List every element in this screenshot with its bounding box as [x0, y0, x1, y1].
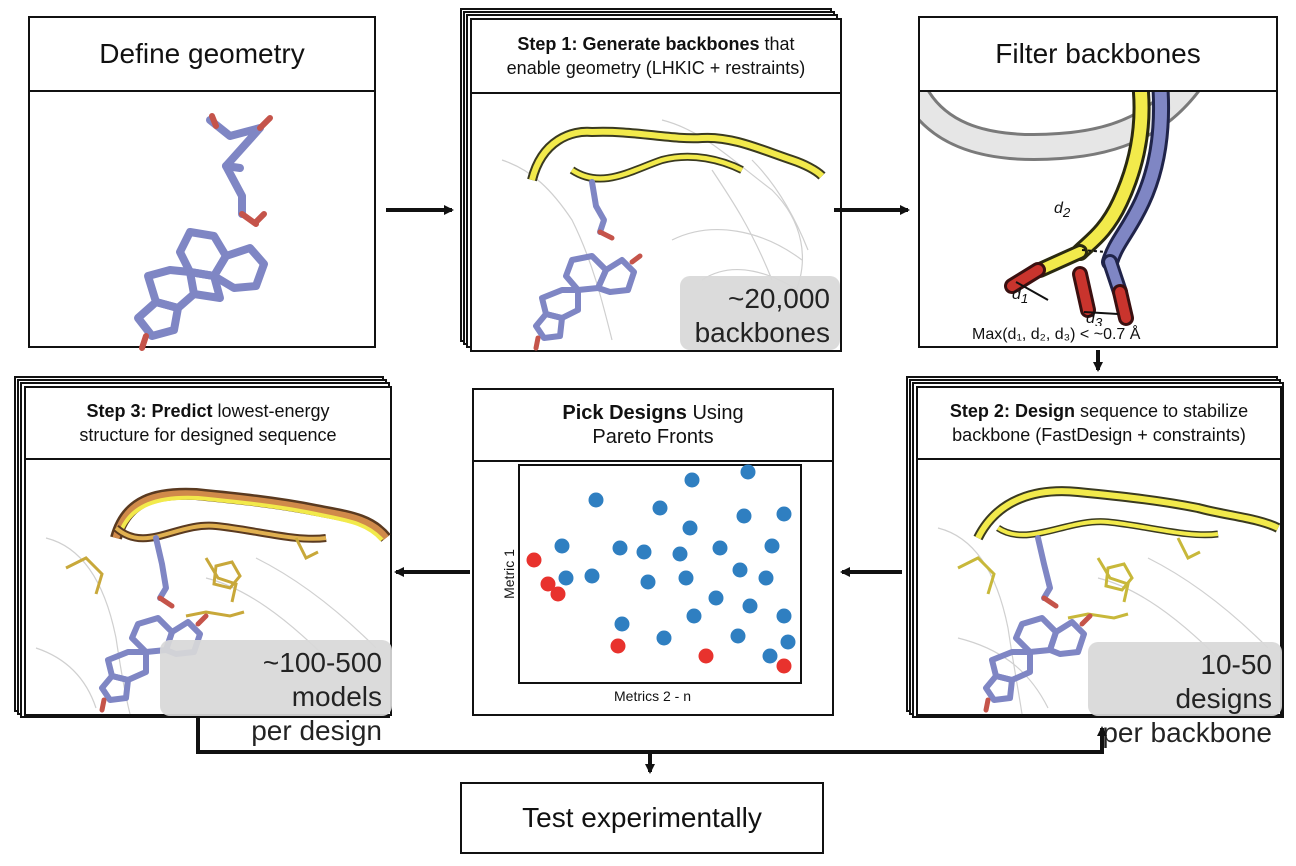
scatter-point [588, 492, 604, 508]
pareto-rest: Using [686, 402, 744, 424]
badge-line1: 10-50 designs [1175, 649, 1272, 714]
step2-rest: sequence to stabilize [1074, 401, 1249, 421]
scatter-point [612, 540, 628, 556]
scatter-point [740, 464, 756, 480]
scatter-point [742, 598, 758, 614]
label-d3: d3 [1086, 310, 1103, 331]
badge-line1: ~100-500 models [262, 647, 382, 712]
badge-line2: per design [251, 715, 382, 746]
pareto-point [540, 576, 556, 592]
step1-label: Step 1: [517, 34, 578, 54]
step2-line2: backbone (FastDesign + constraints) [952, 425, 1246, 445]
label-d1: d1 [1012, 286, 1029, 307]
panel-title: Step 3: Predict lowest-energy structure … [26, 388, 390, 460]
test-label: Test experimentally [522, 802, 762, 833]
pareto-bold: Pick Designs [562, 402, 687, 424]
scatter-point [558, 570, 574, 586]
scatter-point [684, 472, 700, 488]
pareto-point [550, 586, 566, 602]
design-count-badge: 10-50 designs per backbone [1088, 642, 1282, 748]
filter-criterion: Max(d₁, d₂, d₃) < ~0.7 Å [968, 326, 1145, 344]
badge-line1: ~20,000 [728, 283, 830, 314]
step2-label: Step 2: [949, 401, 1010, 421]
test-experimentally-box: Test experimentally [460, 782, 824, 854]
panel-step1: Step 1: Generate backbones that enable g… [470, 18, 842, 352]
designed-sequence-structure [937, 486, 1281, 715]
scatter-point [678, 570, 694, 586]
scatter-point [686, 608, 702, 624]
badge-line2: per backbone [1102, 717, 1272, 748]
scatter-point [780, 634, 796, 650]
scatter-point [764, 538, 780, 554]
scatter-plot-frame [518, 464, 802, 684]
step1-rest: that [759, 34, 795, 54]
panel-step3: Step 3: Predict lowest-energy structure … [24, 386, 392, 746]
badge-line2: backbones [694, 317, 830, 348]
filter-title: Filter backbones [995, 38, 1201, 69]
step1-bold: Generate backbones [582, 34, 760, 54]
scatter-point [554, 538, 570, 554]
define-geometry-title: Define geometry [99, 38, 305, 69]
panel-title: Step 1: Generate backbones that enable g… [472, 20, 840, 94]
scatter-point [652, 500, 668, 516]
scatter-point [708, 590, 724, 606]
scatter-point [732, 562, 748, 578]
step3-rest: lowest-energy [212, 401, 330, 421]
scatter-point [584, 568, 600, 584]
predicted-structure [35, 487, 391, 715]
panel-title: Filter backbones [920, 18, 1276, 92]
pareto-point [526, 552, 542, 568]
step3-bold: Predict [151, 401, 213, 421]
step1-line2: enable geometry (LHKIC + restraints) [506, 58, 806, 78]
scatter-point [730, 628, 746, 644]
scatter-point [758, 570, 774, 586]
scatter-xlabel: Metrics 2 - n [614, 688, 692, 704]
model-count-badge: ~100-500 models per design [160, 640, 392, 746]
panel-title: Step 2: Design sequence to stabilize bac… [918, 388, 1280, 460]
scatter-point [762, 648, 778, 664]
step2-bold: Design [1014, 401, 1075, 421]
scatter-point [712, 540, 728, 556]
panel-define-geometry: Define geometry [28, 16, 376, 351]
panel-title: Pick Designs Using Pareto Fronts [474, 390, 832, 462]
scatter-point [682, 520, 698, 536]
ligand-structure [134, 113, 273, 351]
pareto-point [776, 658, 792, 674]
backbone-overlay-zoom [920, 92, 1200, 326]
scatter-point [614, 616, 630, 632]
pareto-line2: Pareto Fronts [592, 426, 714, 448]
scatter-point [636, 544, 652, 560]
step3-line2: structure for designed sequence [79, 425, 337, 445]
label-d2: d2 [1054, 200, 1071, 221]
panel-title: Define geometry [30, 18, 374, 92]
scatter-point [776, 608, 792, 624]
backbone-count-badge: ~20,000 backbones [680, 276, 840, 350]
panel-step2: Step 2: Design sequence to stabilize bac… [916, 386, 1282, 748]
scatter-point [672, 546, 688, 562]
scatter-point [656, 630, 672, 646]
scatter-point [776, 506, 792, 522]
arrow-feedback-loop [196, 718, 1107, 754]
panel-filter-backbones: Filter backbones d2 [918, 16, 1278, 348]
scatter-point [736, 508, 752, 524]
step3-label: Step 3: [86, 401, 147, 421]
scatter-point [640, 574, 656, 590]
pareto-point [610, 638, 626, 654]
pareto-point [698, 648, 714, 664]
